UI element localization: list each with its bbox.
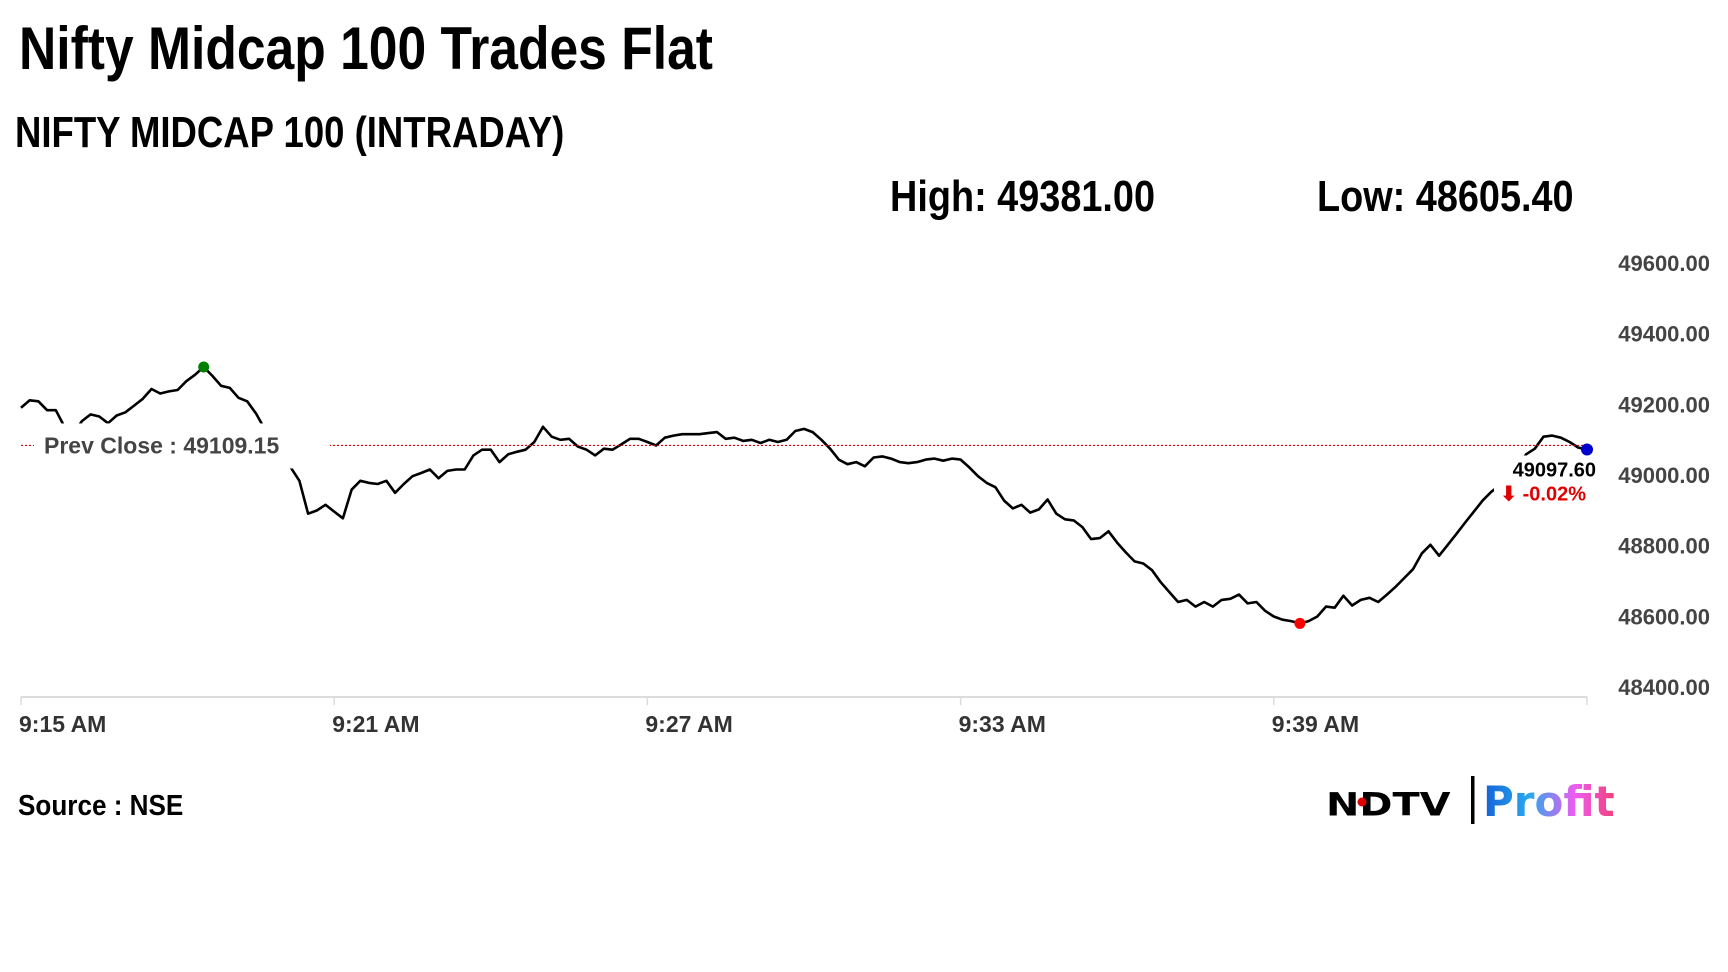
chart-labels: Prev Close : 49109.15 49097.60 ⬇ -0.02% — [34, 423, 1596, 506]
x-tick-label: 9:27 AM — [645, 711, 732, 737]
x-tick-label: 9:15 AM — [19, 711, 106, 737]
last-value-label-bg — [1494, 455, 1596, 506]
x-tick-label: 9:33 AM — [959, 711, 1046, 737]
prev-close-label: Prev Close : 49109.15 — [44, 432, 279, 458]
logo-profit: Profit — [1483, 777, 1615, 826]
last-marker — [1581, 443, 1593, 456]
y-tick-label: 48800.00 — [1618, 534, 1710, 559]
x-tick-label: 9:39 AM — [1272, 711, 1359, 737]
logo-divider — [1471, 776, 1475, 824]
chart-subtitle: NIFTY MIDCAP 100 (INTRADAY) — [15, 108, 565, 157]
markers — [198, 361, 1593, 629]
high-value: High: 49381.00 — [890, 172, 1156, 221]
prev-close-label-bg — [34, 423, 330, 469]
logo-red-dot — [1357, 797, 1367, 807]
y-tick-label: 49200.00 — [1618, 392, 1710, 417]
logo-ndtv: NDTV — [1326, 785, 1451, 823]
y-tick-label: 49600.00 — [1618, 251, 1710, 276]
x-tick-label: 9:21 AM — [332, 711, 419, 737]
high-marker — [198, 361, 210, 373]
page-title: Nifty Midcap 100 Trades Flat — [19, 15, 713, 82]
change-percent-label: ⬇ -0.02% — [1500, 484, 1586, 506]
low-value: Low: 48605.40 — [1317, 172, 1574, 221]
y-tick-label: 48400.00 — [1618, 675, 1710, 700]
last-value-label: 49097.60 — [1513, 460, 1596, 482]
source-note: Source : NSE — [18, 790, 184, 822]
y-tick-label: 49400.00 — [1618, 322, 1710, 347]
ndtv-profit-logo: NDTV Profit — [1326, 776, 1615, 826]
y-tick-label: 48600.00 — [1618, 604, 1710, 629]
axes: 9:15 AM 9:21 AM 9:27 AM 9:33 AM 9:39 AM 49600… — [19, 251, 1710, 737]
y-tick-label: 49000.00 — [1618, 463, 1710, 488]
price-line — [20, 365, 1588, 625]
low-marker — [1294, 617, 1306, 629]
